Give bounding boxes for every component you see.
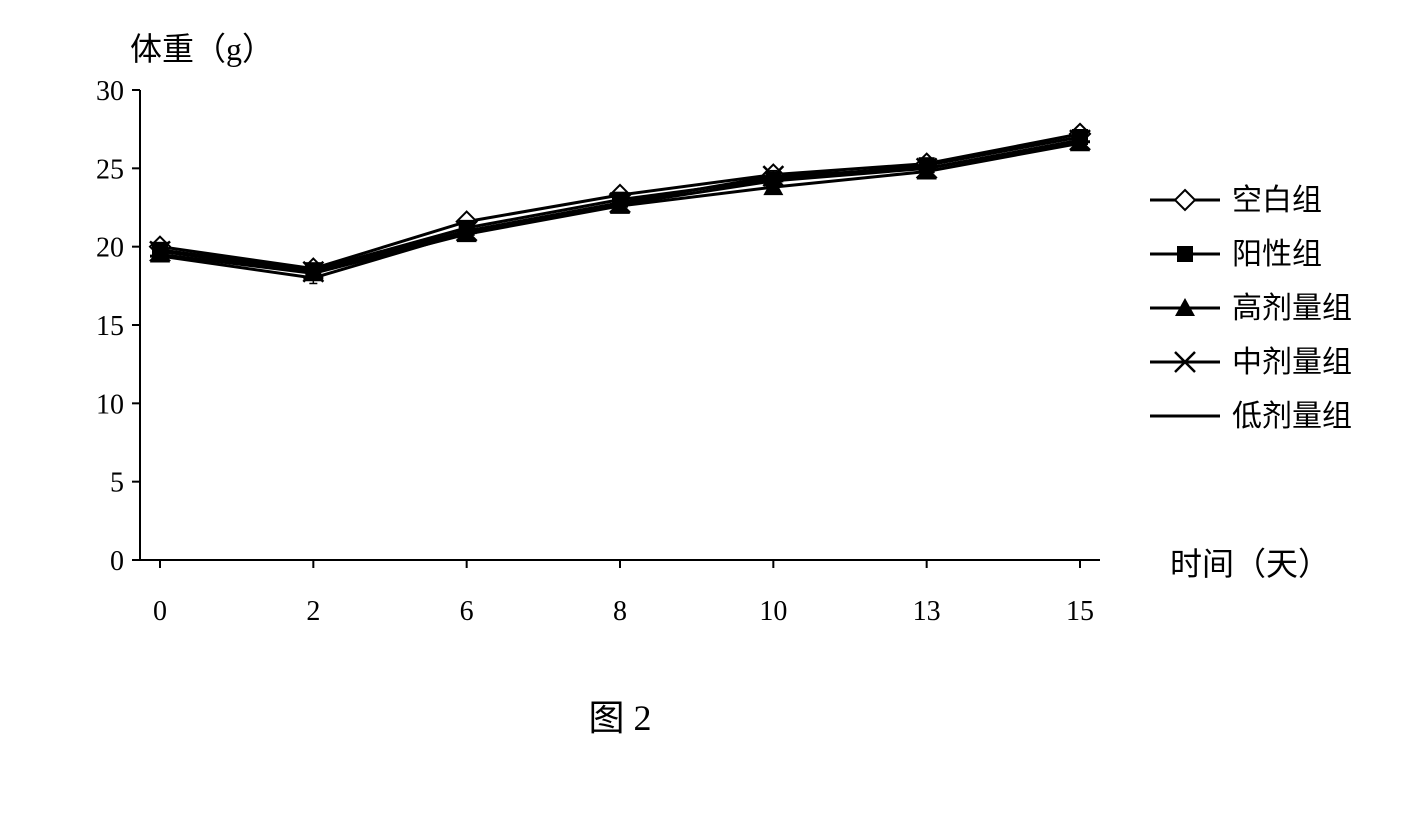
- x-tick-label: 6: [460, 596, 474, 627]
- y-tick-label: 15: [96, 311, 124, 342]
- y-tick-label: 10: [96, 389, 124, 420]
- y-tick-label: 0: [110, 546, 124, 577]
- x-tick-label: 8: [613, 596, 627, 627]
- x-axis-title: 时间（天）: [1170, 546, 1330, 582]
- x-tick-label: 0: [153, 596, 167, 627]
- line-chart-svg: 体重（g） 0 5 10 15 20 25 30 0 2 6 8 10 13 15 时间（天） 空白组阳性组高剂…: [20, 20, 1427, 814]
- x-tick-label: 2: [306, 596, 320, 627]
- x-tick-label: 10: [759, 596, 787, 627]
- x-tick-label: 13: [913, 596, 941, 627]
- legend-label: 低剂量组: [1232, 400, 1352, 433]
- legend-label: 中剂量组: [1232, 346, 1352, 379]
- legend-label: 阳性组: [1232, 238, 1322, 271]
- y-tick-label: 20: [96, 233, 124, 264]
- legend-label: 空白组: [1232, 184, 1322, 217]
- legend-label: 高剂量组: [1232, 292, 1352, 325]
- legend-marker: [1177, 246, 1193, 262]
- y-tick-label: 5: [110, 468, 124, 499]
- y-tick-label: 30: [96, 76, 124, 107]
- y-axis-title: 体重（g）: [130, 31, 274, 67]
- chart-container: 体重（g） 0 5 10 15 20 25 30 0 2 6 8 10 13 15 时间（天） 空白组阳性组高剂…: [20, 20, 1427, 814]
- y-tick-label: 25: [96, 154, 124, 185]
- figure-caption: 图 2: [588, 698, 651, 738]
- x-tick-label: 15: [1066, 596, 1094, 627]
